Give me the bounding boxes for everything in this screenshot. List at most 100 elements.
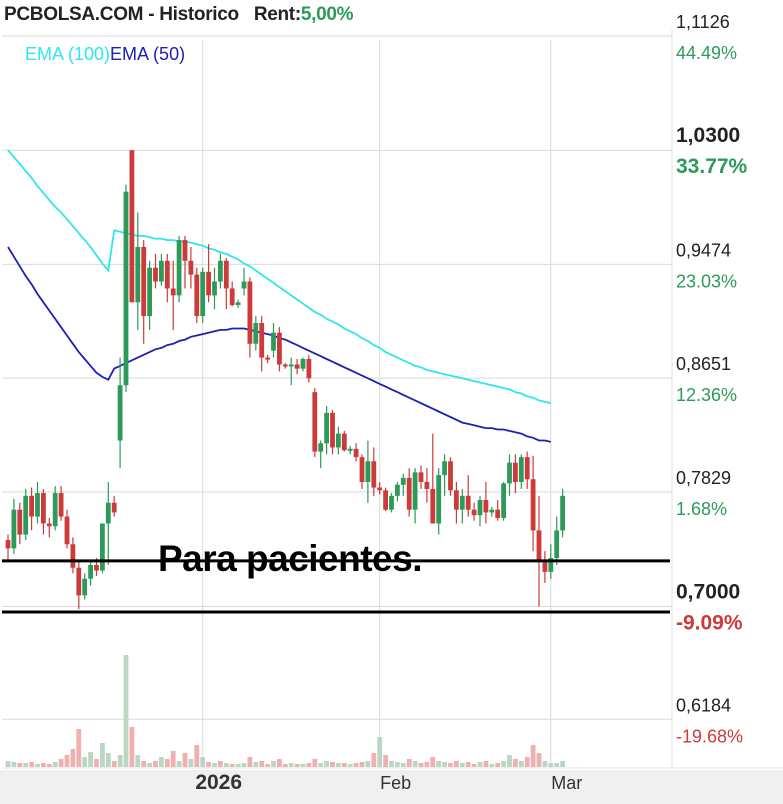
rent-label: Rent:: [253, 4, 301, 25]
candle: [353, 443, 359, 462]
candle-body: [336, 433, 341, 448]
y-tick-percent: 1.68%: [676, 499, 727, 519]
volume-bar: [548, 763, 554, 767]
candle-body: [454, 490, 459, 510]
chart-grid: [0, 30, 783, 804]
candle: [46, 517, 52, 538]
volume-bar: [400, 763, 406, 767]
y-tick-price: 0,7829: [676, 468, 731, 488]
candle-body: [76, 567, 82, 596]
volume-bar: [100, 743, 105, 767]
candle-body: [29, 495, 34, 517]
volume-bar: [188, 759, 194, 767]
candle: [377, 482, 383, 495]
candle-body: [176, 240, 182, 296]
volume-bar: [365, 761, 371, 767]
volume-bar: [436, 761, 442, 767]
volume-bar: [271, 761, 276, 767]
volume-bar: [312, 759, 318, 767]
candle-body: [524, 457, 530, 480]
candle: [88, 560, 93, 586]
volume-bar: [265, 764, 270, 767]
volume-bar: [135, 755, 141, 767]
candle-body: [312, 392, 318, 452]
volume-bar: [76, 729, 82, 767]
volume-bar: [159, 757, 164, 767]
candle: [35, 482, 40, 524]
volume-bar: [11, 762, 17, 767]
candle-body: [129, 150, 135, 303]
volume-bar: [253, 762, 259, 767]
candle-body: [418, 472, 424, 483]
candle-body: [94, 564, 99, 571]
candle: [5, 534, 11, 561]
candle: [100, 523, 105, 574]
x-axis-labels: 2026 Feb Mar: [195, 771, 582, 794]
candle-body: [442, 461, 447, 476]
candle: [495, 499, 501, 521]
candle: [82, 573, 88, 600]
volume-bar: [524, 757, 530, 767]
candle: [253, 316, 259, 351]
candle: [294, 358, 300, 375]
volume-bar: [318, 763, 324, 767]
candle: [117, 357, 123, 469]
candle-body: [330, 412, 335, 448]
candle: [359, 454, 365, 489]
candle: [418, 465, 424, 489]
candle: [23, 488, 29, 541]
candle: [105, 482, 111, 565]
candle: [58, 486, 64, 521]
chart-annotation: Para pacientes.: [158, 538, 422, 579]
candle: [471, 502, 477, 521]
candle: [383, 487, 388, 512]
volume-bar: [5, 761, 11, 767]
candle-body: [41, 493, 46, 524]
volume-bar: [324, 761, 329, 767]
candle: [436, 468, 442, 535]
candle-body: [277, 332, 282, 365]
candle-body: [153, 267, 158, 282]
volume-bar: [554, 763, 560, 767]
volume-bar: [194, 745, 200, 767]
volume-bar: [495, 763, 501, 767]
candle: [164, 253, 170, 303]
candle-body: [123, 191, 129, 386]
candle-body: [164, 260, 170, 289]
candle-body: [536, 530, 542, 563]
candle: [182, 235, 188, 289]
candle-body: [117, 385, 123, 441]
candle: [241, 267, 247, 296]
y-tick-price: 1,1126: [676, 12, 730, 32]
y-tick-percent: -9.09%: [676, 611, 743, 634]
candle-body: [560, 495, 565, 531]
candle: [513, 454, 518, 494]
volume-bar: [218, 761, 223, 767]
volume-bar: [430, 757, 436, 767]
candle-body: [489, 509, 495, 513]
candle-body: [412, 472, 418, 510]
volume-bar: [306, 763, 312, 767]
volume-bar: [418, 763, 424, 767]
candle-body: [253, 323, 259, 344]
candle: [365, 440, 371, 503]
candle: [277, 327, 282, 372]
candle-body: [518, 457, 524, 483]
volume-bar: [294, 764, 300, 767]
candle-body: [194, 274, 200, 317]
candle-body: [159, 260, 164, 282]
volume-bar: [347, 764, 353, 767]
candle-body: [288, 364, 294, 367]
volume-bar: [389, 761, 394, 767]
volume-bar: [359, 762, 365, 767]
candle: [324, 405, 329, 455]
volume-bar: [259, 761, 265, 767]
horizontal-lines: [2, 559, 670, 614]
candle-body: [471, 509, 477, 516]
candle-body: [241, 281, 247, 289]
candle-body: [70, 544, 76, 568]
candle-body: [513, 462, 518, 483]
y-tick-price: 1,0300: [676, 124, 740, 147]
candle: [70, 537, 76, 574]
